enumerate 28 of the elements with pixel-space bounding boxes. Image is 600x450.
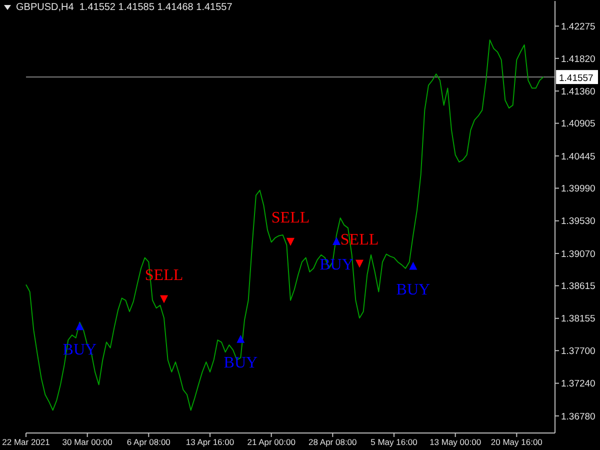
x-tick-label: 30 Mar 00:00 [62,437,113,447]
y-tick-label: 1.36780 [561,411,596,422]
x-tick-label: 5 May 16:00 [370,437,418,447]
y-tick-label: 1.38615 [561,281,596,292]
y-tick-label: 1.39530 [561,216,596,228]
y-tick-label: 1.42275 [561,21,596,32]
x-tick-label: 21 Apr 00:00 [247,437,296,447]
data-label: BUY [224,354,258,372]
x-tick-label: 13 May 00:00 [430,437,482,447]
y-tick-label: 1.38155 [561,314,596,325]
x-tick-label: 13 Apr 16:00 [186,437,234,447]
line-series [26,39,544,411]
chart-title: GBPUSD,H4 1.41552 1.41585 1.41468 1.41557 [16,2,232,13]
x-tick-label: 6 Apr 08:00 [126,437,171,447]
y-tick-label: 1.37700 [561,346,596,358]
y-tick-label: 1.39070 [561,248,596,260]
y-tick-label: 1.37240 [561,378,596,390]
ref-line-label: 1.41557 [559,73,594,84]
y-tick-label: 1.40445 [561,151,596,162]
y-tick-label: 1.41820 [561,54,596,65]
data-label: SELL [271,209,310,226]
x-tick-label: 22 Mar 2021 [2,437,50,447]
x-tick-label: 28 Apr 08:00 [308,437,358,447]
data-label: BUY [396,281,431,298]
y-tick-label: 1.39990 [561,184,596,195]
x-tick-label: 20 May 16:00 [490,437,543,447]
y-tick-label: 1.41360 [561,86,596,98]
y-tick-label: 1.40905 [561,118,596,130]
